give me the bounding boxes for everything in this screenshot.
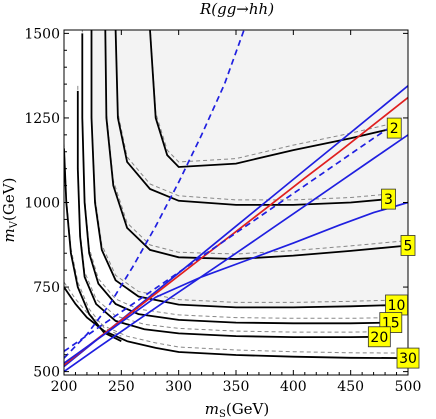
contour-dashed-line [91,30,397,303]
contour-line [81,33,391,325]
contour-dashed-line [149,30,395,163]
x-tick-label: 450 [337,379,364,395]
x-tick-label: 350 [223,379,250,395]
x-tick-label: 500 [395,379,422,395]
blue-line [64,134,408,373]
contour-label: 30 [396,347,420,369]
y-tick-label: 1000 [24,196,60,212]
contour-label-box [400,235,416,256]
blue-line [64,201,408,364]
contour-dashed-line [64,281,408,354]
y-axis: 500 750 1000 1250 1500 [24,26,408,381]
contour-layer [64,30,408,359]
contour-label-box [396,347,420,369]
chart-title: R(gg→hh) [199,0,274,18]
contour-label: 5 [400,235,416,256]
contour-label-text: 20 [370,330,388,346]
blue-dashed-line [64,30,245,359]
contour-label-box [386,117,402,139]
contour-line [114,30,389,206]
contour-label-box [381,188,396,210]
contour-label-text: 10 [388,298,406,314]
x-tick-label: 400 [280,379,307,395]
y-tick-label: 1250 [24,111,60,127]
contour-line [104,30,408,260]
y-axis-title: mV(GeV) [0,178,20,243]
series-layer [64,30,408,373]
contour-label-text: 3 [384,192,393,208]
shaded-region [91,30,408,308]
contour-line [64,286,408,359]
y-tick-label: 1500 [24,26,60,42]
contour-label-text: 5 [404,238,413,254]
contour-label-text: 2 [390,121,399,137]
contour-label: 10 [385,294,408,316]
contour-dashed-line [64,143,122,337]
contour-label-box [367,326,391,348]
contour-label: 2 [386,117,402,139]
contour-dashed-line [115,30,389,201]
contour-label: 3 [381,188,396,210]
x-tick-label: 200 [51,379,78,395]
y-tick-label: 750 [33,280,60,296]
y-tick-label: 500 [33,365,60,381]
contour-line [90,30,397,309]
x-tick-label: 250 [108,379,135,395]
contour-label: 20 [367,326,391,348]
x-tick-label: 300 [165,379,192,395]
shading-layer [91,30,408,308]
red-line [64,96,408,366]
x-axis-title: mS(GeV) [205,400,270,419]
x-axis: 200 250 300 350 400 450 500 [51,30,422,395]
contour-label-text: 30 [399,351,417,367]
